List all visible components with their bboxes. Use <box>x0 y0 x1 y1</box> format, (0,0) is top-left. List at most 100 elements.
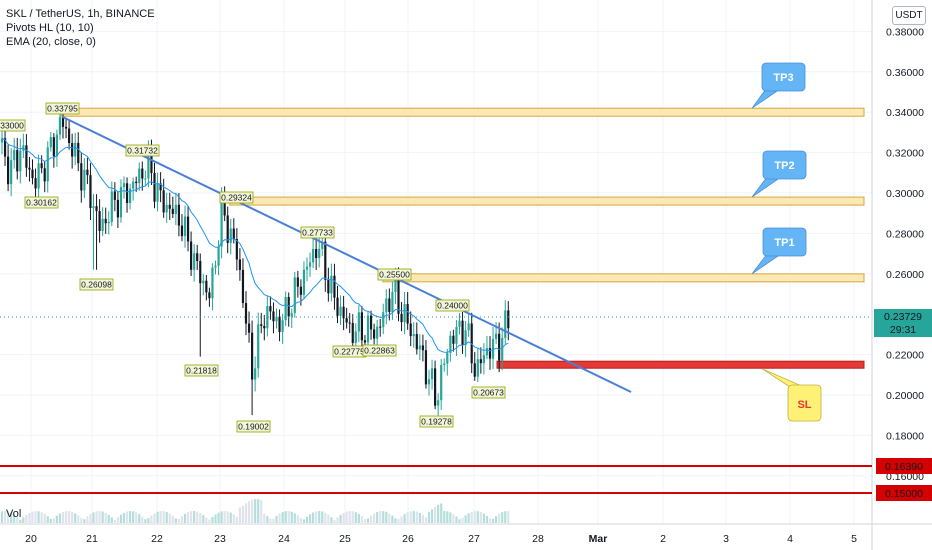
candle-body <box>205 280 208 293</box>
price-tick-label: 0.22000 <box>886 350 924 362</box>
callout-box <box>761 62 806 92</box>
candle-body <box>132 181 135 189</box>
volume-bar <box>138 514 141 523</box>
volume-bar <box>171 515 174 523</box>
candle-body <box>116 199 119 218</box>
volume-bar <box>504 511 507 523</box>
horizontal-lines[interactable] <box>0 316 872 494</box>
candle <box>129 183 132 210</box>
pivot-label-text: 0.29324 <box>221 193 252 203</box>
volume-bar <box>214 514 217 523</box>
callouts[interactable]: TP3 TP2 TP1 SL <box>751 62 822 422</box>
candle <box>217 240 220 276</box>
volume-bar <box>397 519 400 523</box>
price-axis[interactable]: 0.38000 0.36000 0.34000 0.32000 0.30000 0.280… <box>874 26 932 501</box>
price-tick-label: 0.34000 <box>886 107 924 119</box>
candle-body <box>229 228 232 243</box>
callout-sl[interactable]: SL <box>761 368 822 422</box>
callout-tp1[interactable]: TP1 <box>751 227 807 275</box>
volume-bar <box>3 511 7 523</box>
candle-body <box>302 269 306 295</box>
candle <box>107 211 110 235</box>
candle <box>437 393 440 418</box>
candle-body <box>415 334 418 350</box>
pivot-label-text: 0.19278 <box>421 417 452 427</box>
time-tick-label: 23 <box>214 533 226 545</box>
candle-body <box>211 267 214 299</box>
volume-bar <box>156 511 159 523</box>
time-axis[interactable]: 20 21 22 23 24 25 26 27 28 Mar 2 3 4 5 <box>25 533 857 545</box>
candle <box>162 178 165 218</box>
trend-line[interactable] <box>61 115 632 393</box>
candle <box>290 308 293 328</box>
line-price-tag[interactable]: 0.16390 <box>876 458 932 474</box>
candle-body <box>138 168 141 184</box>
pivot-label-box <box>362 344 397 357</box>
volume-bar <box>223 511 226 523</box>
volume-bar <box>104 512 107 523</box>
volume-bar <box>141 516 144 523</box>
candle <box>113 182 116 212</box>
candle-body <box>397 278 400 314</box>
candle <box>156 172 159 212</box>
candle <box>501 327 504 371</box>
pivot-labels: 0.33000 0.33795 0.30162 0.31732 0.26098 0.293… <box>0 102 506 433</box>
target-zone-tp1[interactable] <box>382 273 865 283</box>
candle <box>272 302 275 334</box>
ema-indicator-label[interactable]: EMA (20, close, 0) <box>6 36 96 48</box>
candle-body <box>382 312 385 328</box>
candle-body <box>125 183 129 203</box>
pivot-label: 0.19278 <box>419 415 454 428</box>
candle <box>257 312 260 378</box>
volume-bar <box>464 515 467 523</box>
candle <box>13 137 16 169</box>
candle <box>46 141 49 193</box>
currency-button[interactable]: USDT <box>892 6 926 25</box>
candle-body <box>19 150 22 172</box>
pivot-label: 0.24000 <box>435 299 470 312</box>
volume-bar <box>174 518 177 523</box>
volume-bar <box>327 514 330 523</box>
candle-body <box>351 323 354 343</box>
volume-label[interactable]: Vol <box>6 508 22 520</box>
volume-bar <box>193 511 196 523</box>
callout-tp2[interactable]: TP2 <box>751 150 807 198</box>
candle <box>101 207 104 237</box>
volume-bar <box>132 511 135 523</box>
candle-body <box>418 345 421 350</box>
candle <box>202 274 205 296</box>
callout-tp3[interactable]: TP3 <box>751 62 806 109</box>
candle <box>443 358 446 372</box>
line-price-tag[interactable]: 0.15000 <box>876 485 932 501</box>
ema-line <box>1 137 509 353</box>
candle <box>287 292 290 327</box>
volume-bar <box>476 511 479 523</box>
stop-loss-zone[interactable] <box>496 360 865 369</box>
candle-body <box>98 211 101 231</box>
candle-body <box>193 253 196 270</box>
target-zone-tp3[interactable] <box>60 107 865 117</box>
pivots-indicator-label[interactable]: Pivots HL (10, 10) <box>6 22 94 34</box>
candle <box>183 205 187 248</box>
volume-bar <box>333 519 336 523</box>
volume-bar <box>199 513 202 523</box>
volume-bar <box>421 514 424 523</box>
time-tick-label: 20 <box>25 533 37 545</box>
candle <box>199 253 202 357</box>
candle-body <box>507 310 510 329</box>
candle-body <box>46 147 49 182</box>
volume-bar <box>449 512 452 523</box>
price-tick-label: 0.36000 <box>886 67 924 79</box>
candle <box>89 163 92 221</box>
target-zone-tp2[interactable] <box>229 196 865 206</box>
volume-bar <box>315 511 318 523</box>
symbol-title[interactable]: SKL / TetherUS, 1h, BINANCE <box>6 8 155 20</box>
candle-body <box>482 355 485 364</box>
candle-body <box>363 340 367 343</box>
volume-bar <box>177 518 180 523</box>
candle-body <box>141 168 144 179</box>
candle-body <box>223 194 226 216</box>
